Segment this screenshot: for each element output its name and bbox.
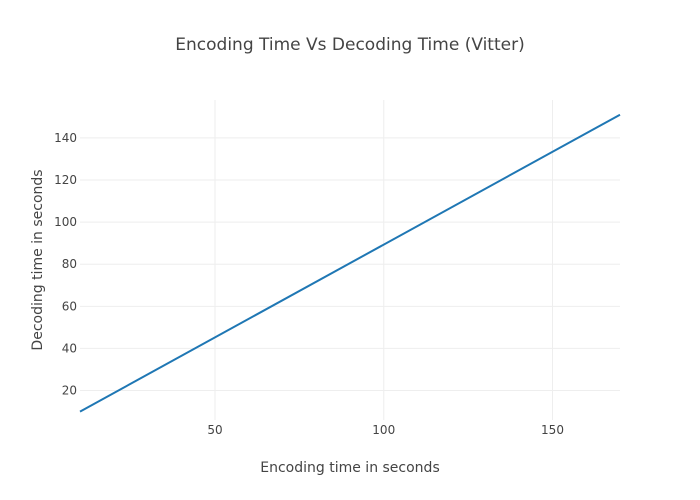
- series-layer: [79, 113, 621, 413]
- x-axis-title: Encoding time in seconds: [260, 460, 439, 476]
- y-tick-label: 100: [54, 215, 77, 229]
- series-line: [79, 113, 621, 413]
- y-axis-title: Decoding time in seconds: [30, 169, 46, 350]
- y-tick-label: 80: [62, 257, 77, 271]
- grid: [80, 100, 620, 420]
- y-tick-label: 40: [62, 341, 77, 355]
- x-tick-label: 100: [372, 423, 395, 437]
- y-tick-label: 20: [62, 384, 77, 398]
- chart-title: Encoding Time Vs Decoding Time (Vitter): [175, 35, 524, 55]
- y-tick-label: 60: [62, 299, 77, 313]
- tick-labels: 50 100 150 20 40 60 80 100 120 140: [54, 131, 564, 437]
- x-tick-label: 150: [541, 423, 564, 437]
- y-tick-label: 120: [54, 173, 77, 187]
- y-tick-label: 140: [54, 131, 77, 145]
- x-tick-label: 50: [207, 423, 222, 437]
